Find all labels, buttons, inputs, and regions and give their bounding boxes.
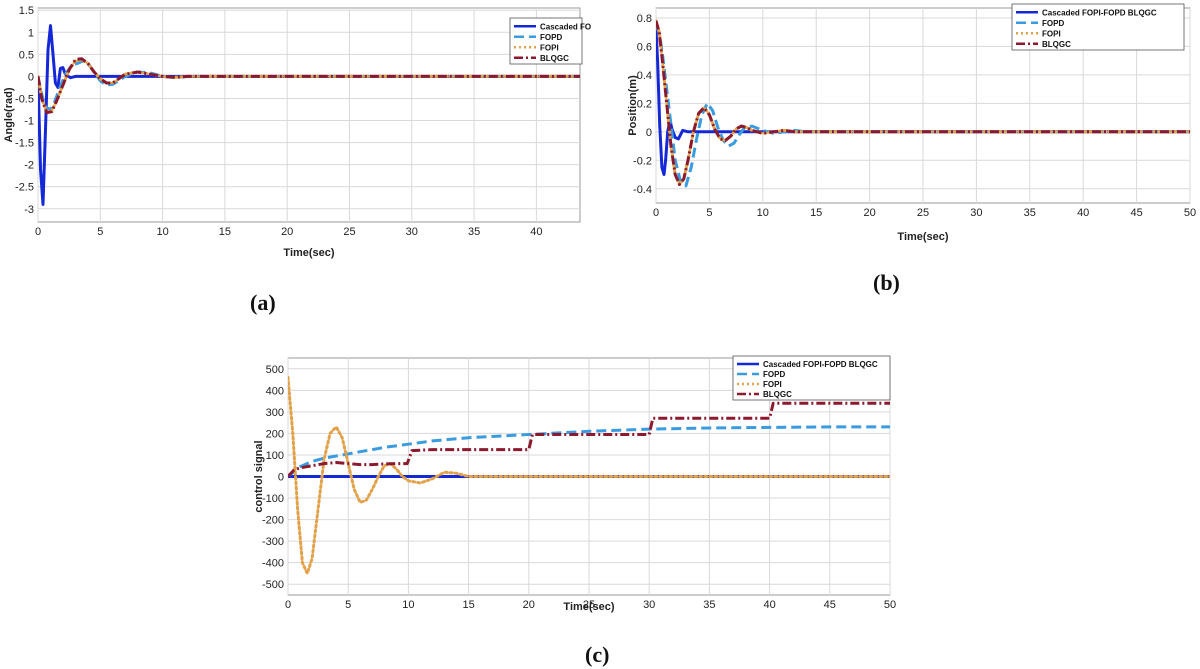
legend-entry: Cascaded FO: [540, 22, 591, 31]
x-tick-label: 20: [863, 207, 875, 219]
chart-c-control-signal: 0 5 10 15 20 25 30 35 40 45 50 -500 -400 -300 -200 -100…: [253, 355, 896, 613]
series-line-blqgc: [288, 401, 890, 478]
x-tick-label: 10: [757, 207, 769, 219]
y-axis-label: Position(m): [627, 75, 639, 136]
panel-label-a: (a): [250, 290, 276, 315]
y-tick-label: 200: [266, 428, 284, 440]
legend-entry: FOPD: [1042, 19, 1064, 28]
x-tick-label: 15: [810, 207, 822, 219]
x-tick-label: 45: [824, 599, 836, 611]
y-tick-label: 0.8: [637, 13, 652, 25]
y-tick-label: 0.2: [637, 98, 652, 110]
x-tick-label: 0: [35, 226, 41, 238]
y-tick-label: -2.5: [15, 182, 34, 194]
y-tick-label: -100: [262, 493, 284, 505]
x-tick-label: 15: [462, 599, 474, 611]
series-line-cascaded-fopi-fopd-blqgc: [38, 24, 580, 206]
x-tick-label: 25: [583, 599, 595, 611]
legend-entry: FOPI: [540, 43, 559, 52]
series-line-blqgc: [38, 57, 580, 115]
x-tick-label: 25: [343, 226, 355, 238]
panel-label-c: (c): [585, 642, 610, 667]
y-tick-label: 0.6: [637, 41, 652, 53]
y-tick-label: 1: [28, 27, 34, 39]
legend-entry: Cascaded FOPI-FOPD BLQGC: [1042, 8, 1157, 17]
y-tick-label: -1.5: [15, 138, 34, 150]
series-line-blqgc: [656, 20, 1190, 186]
y-tick-label: 1.5: [19, 5, 34, 17]
y-axis-label: control signal: [253, 440, 265, 512]
x-tick-label: 50: [884, 599, 896, 611]
x-tick-label: 30: [406, 226, 418, 238]
x-tick-label: 5: [345, 599, 351, 611]
y-tick-label: -0.5: [15, 93, 34, 105]
y-tick-label: 500: [266, 364, 284, 376]
y-tick-label: -300: [262, 536, 284, 548]
x-tick-label: 25: [917, 207, 929, 219]
series-line-fopi: [288, 375, 890, 575]
x-tick-label: 5: [97, 226, 103, 238]
x-tick-label: 30: [643, 599, 655, 611]
x-tick-label: 0: [285, 599, 291, 611]
x-axis-label: Time(sec): [563, 601, 614, 613]
x-tick-label: 40: [530, 226, 542, 238]
legend-box: [1011, 3, 1185, 51]
x-tick-label: 5: [706, 207, 712, 219]
legend-entry: Cascaded FOPI-FOPD BLQGC: [763, 360, 878, 369]
legend-entry: FOPI: [763, 380, 782, 389]
y-tick-label: 0.4: [637, 70, 652, 82]
x-tick-label: 0: [653, 207, 659, 219]
plot-area: [37, 7, 581, 223]
y-tick-label: -1: [24, 116, 34, 128]
y-tick-label: -400: [262, 558, 284, 570]
chart-a-angle: 0 5 10 15 20 25 30 35 40 -3 -2.5 -2 -1.5 -1 -0.5 0 0.5 1 1…: [3, 5, 591, 259]
x-tick-label: 50: [1184, 207, 1196, 219]
legend-box: [732, 355, 891, 401]
legend-entry: FOPD: [540, 33, 562, 42]
y-tick-label: -2: [24, 160, 34, 172]
x-tick-label: 10: [402, 599, 414, 611]
legend-entry: FOPD: [763, 370, 785, 379]
x-tick-label: 20: [523, 599, 535, 611]
series-line-fopd: [288, 425, 890, 478]
x-axis-label: Time(sec): [897, 231, 948, 243]
x-tick-label: 35: [1024, 207, 1036, 219]
x-tick-label: 20: [281, 226, 293, 238]
y-tick-label: 100: [266, 450, 284, 462]
legend-entry: BLQGC: [763, 390, 792, 399]
x-axis-label: Time(sec): [283, 247, 334, 259]
panel-label-b: (b): [873, 270, 900, 295]
chart-b-position: 0 5 10 15 20 25 30 35 40 45 50 -0.4 -0.2 0 0.2 0.4 0.6 0.…: [627, 3, 1196, 243]
x-tick-label: 45: [1130, 207, 1142, 219]
y-tick-label: -0.4: [633, 184, 652, 196]
x-tick-label: 15: [219, 226, 231, 238]
y-tick-label: 400: [266, 385, 284, 397]
y-axis-label: Angle(rad): [3, 87, 15, 142]
x-tick-label: 30: [970, 207, 982, 219]
y-tick-label: -500: [262, 579, 284, 591]
y-tick-label: 0: [646, 127, 652, 139]
x-tick-label: 40: [1077, 207, 1089, 219]
x-tick-label: 40: [763, 599, 775, 611]
legend-entry: BLQGC: [540, 54, 569, 63]
x-tick-label: 35: [703, 599, 715, 611]
legend-entry: FOPI: [1042, 29, 1061, 38]
y-tick-label: 300: [266, 407, 284, 419]
x-tick-label: 35: [468, 226, 480, 238]
y-tick-label: 0.5: [19, 49, 34, 61]
y-tick-label: 0: [28, 71, 34, 83]
y-tick-label: -200: [262, 515, 284, 527]
legend-entry: BLQGC: [1042, 40, 1071, 49]
y-tick-label: -0.2: [633, 155, 652, 167]
y-tick-label: -3: [24, 204, 34, 216]
legend-box: [509, 17, 583, 65]
y-tick-label: 0: [278, 472, 284, 484]
x-tick-label: 10: [156, 226, 168, 238]
